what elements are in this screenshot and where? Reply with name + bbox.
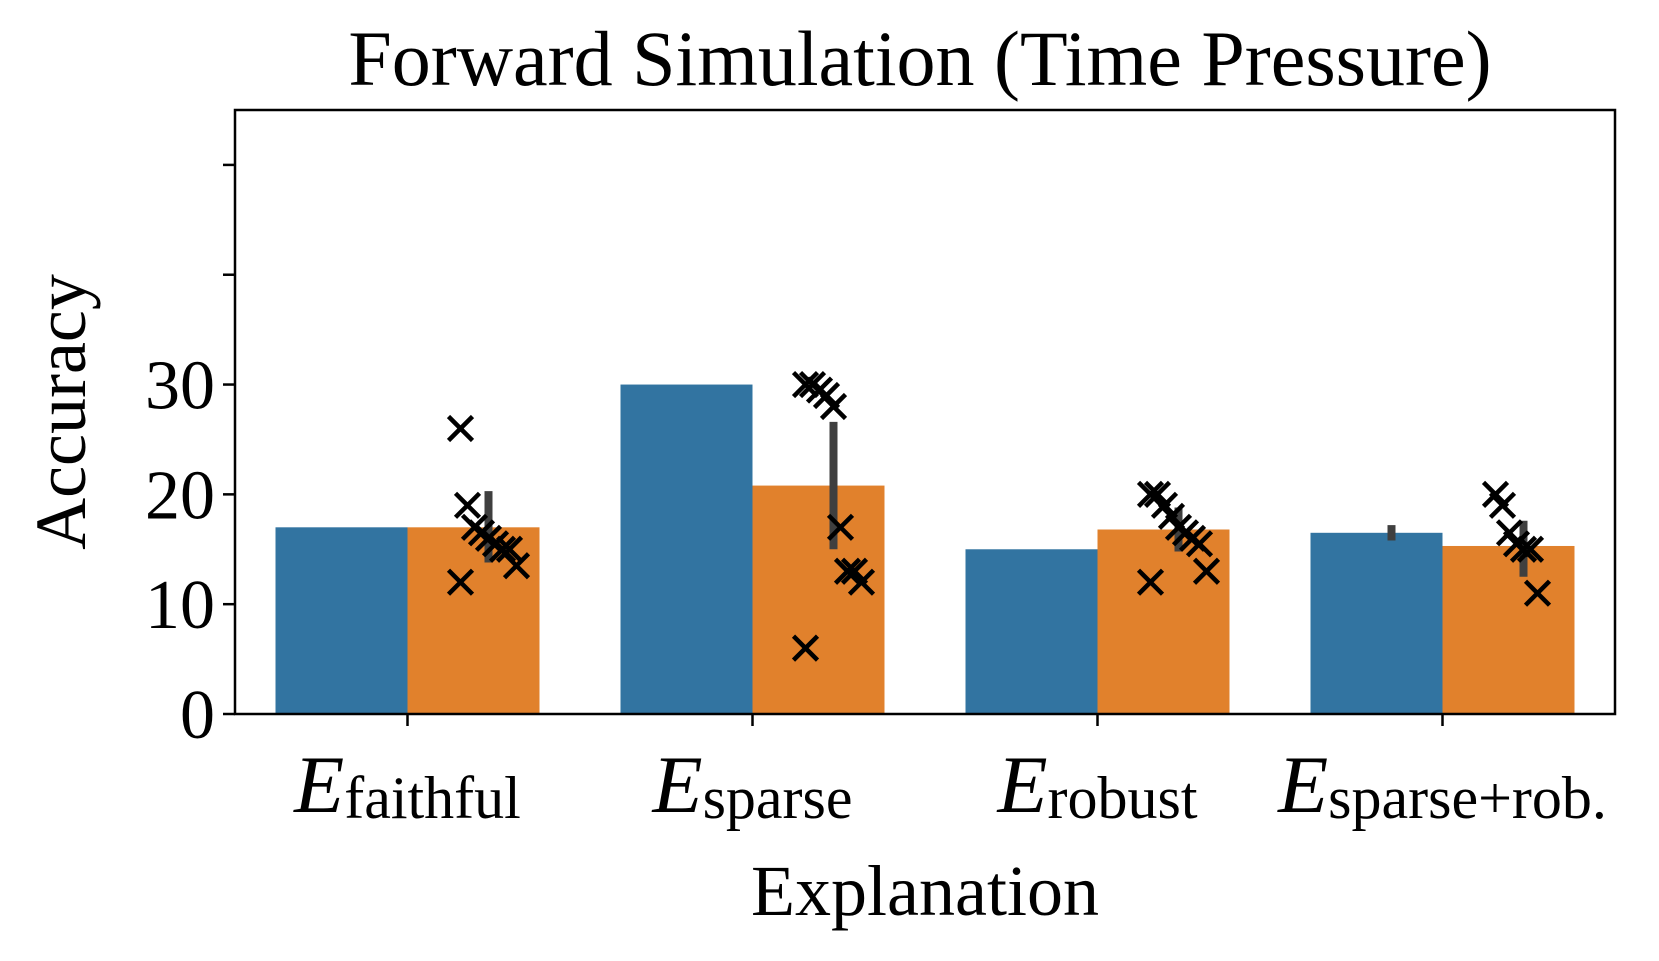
point-marker — [495, 535, 524, 563]
marker-stroke — [1185, 530, 1214, 558]
x-tick-label: Efaithful — [293, 739, 521, 831]
point-marker — [502, 552, 531, 580]
marker-stroke — [1481, 480, 1510, 508]
y-tick-label: 10 — [145, 567, 215, 644]
point-marker — [1136, 568, 1165, 596]
point-marker — [1509, 535, 1538, 563]
marker-stroke — [840, 557, 869, 585]
point-marker — [446, 568, 475, 596]
bar-series2-3 — [1097, 529, 1230, 714]
bar-series2-2 — [752, 485, 885, 714]
point-marker — [826, 513, 855, 541]
marker-stroke — [1509, 535, 1538, 563]
plot-frame — [233, 108, 1617, 716]
point-marker — [446, 414, 475, 443]
marker-stroke — [1488, 491, 1517, 519]
y-tick-label: 30 — [145, 348, 215, 425]
marker-stroke — [495, 535, 524, 563]
marker-stroke — [826, 513, 855, 541]
marker-stroke — [791, 370, 820, 399]
points-layer — [446, 370, 1552, 662]
marker-stroke — [833, 557, 862, 585]
point-marker — [819, 392, 848, 421]
point-marker — [1523, 579, 1552, 607]
marker-stroke — [1150, 491, 1179, 519]
bars-layer — [275, 384, 1575, 714]
marker-stroke — [446, 568, 475, 596]
point-marker — [1516, 535, 1545, 563]
y-axis-label: Accuracy — [21, 274, 101, 550]
y-tick-label: 20 — [145, 457, 215, 534]
marker-stroke — [1136, 480, 1165, 508]
marker-stroke — [1516, 535, 1545, 563]
marker-stroke — [1192, 557, 1221, 585]
y-axis: 0 10 20 30 — [145, 163, 235, 754]
marker-stroke — [1157, 502, 1186, 530]
x-tick-label: Esparse+rob. — [1277, 739, 1607, 831]
marker-stroke — [847, 568, 876, 596]
bar-series1-1 — [275, 527, 408, 714]
x-tick-label: Erobust — [996, 739, 1197, 831]
bar-series1-2 — [620, 384, 753, 714]
point-marker — [1185, 530, 1214, 558]
bar-series2-1 — [407, 527, 540, 714]
point-marker — [1488, 491, 1517, 519]
marker-stroke — [1495, 519, 1524, 547]
x-tick-label: Esparse — [651, 739, 852, 831]
y-tick-label: 0 — [180, 677, 215, 754]
point-marker — [791, 634, 820, 662]
bar-series2-4 — [1442, 545, 1575, 714]
x-axis: Efaithful Esparse Erobust Esparse+rob. — [293, 714, 1607, 831]
bar-series1-3 — [965, 549, 1098, 714]
marker-stroke — [1523, 579, 1552, 607]
marker-stroke — [1136, 568, 1165, 596]
marker-stroke — [791, 634, 820, 662]
marker-stroke — [1143, 480, 1172, 508]
chart-title: Forward Simulation (Time Pressure) — [348, 15, 1491, 102]
point-marker — [791, 370, 820, 399]
marker-stroke — [446, 414, 475, 443]
x-axis-label: Explanation — [751, 851, 1099, 931]
marker-stroke — [488, 535, 517, 563]
point-marker — [1192, 557, 1221, 585]
marker-stroke — [453, 491, 482, 519]
marker-stroke — [812, 381, 841, 410]
bar-series1-4 — [1310, 532, 1443, 714]
marker-stroke — [502, 552, 531, 580]
point-marker — [453, 491, 482, 519]
marker-stroke — [819, 392, 848, 421]
point-marker — [847, 568, 876, 596]
